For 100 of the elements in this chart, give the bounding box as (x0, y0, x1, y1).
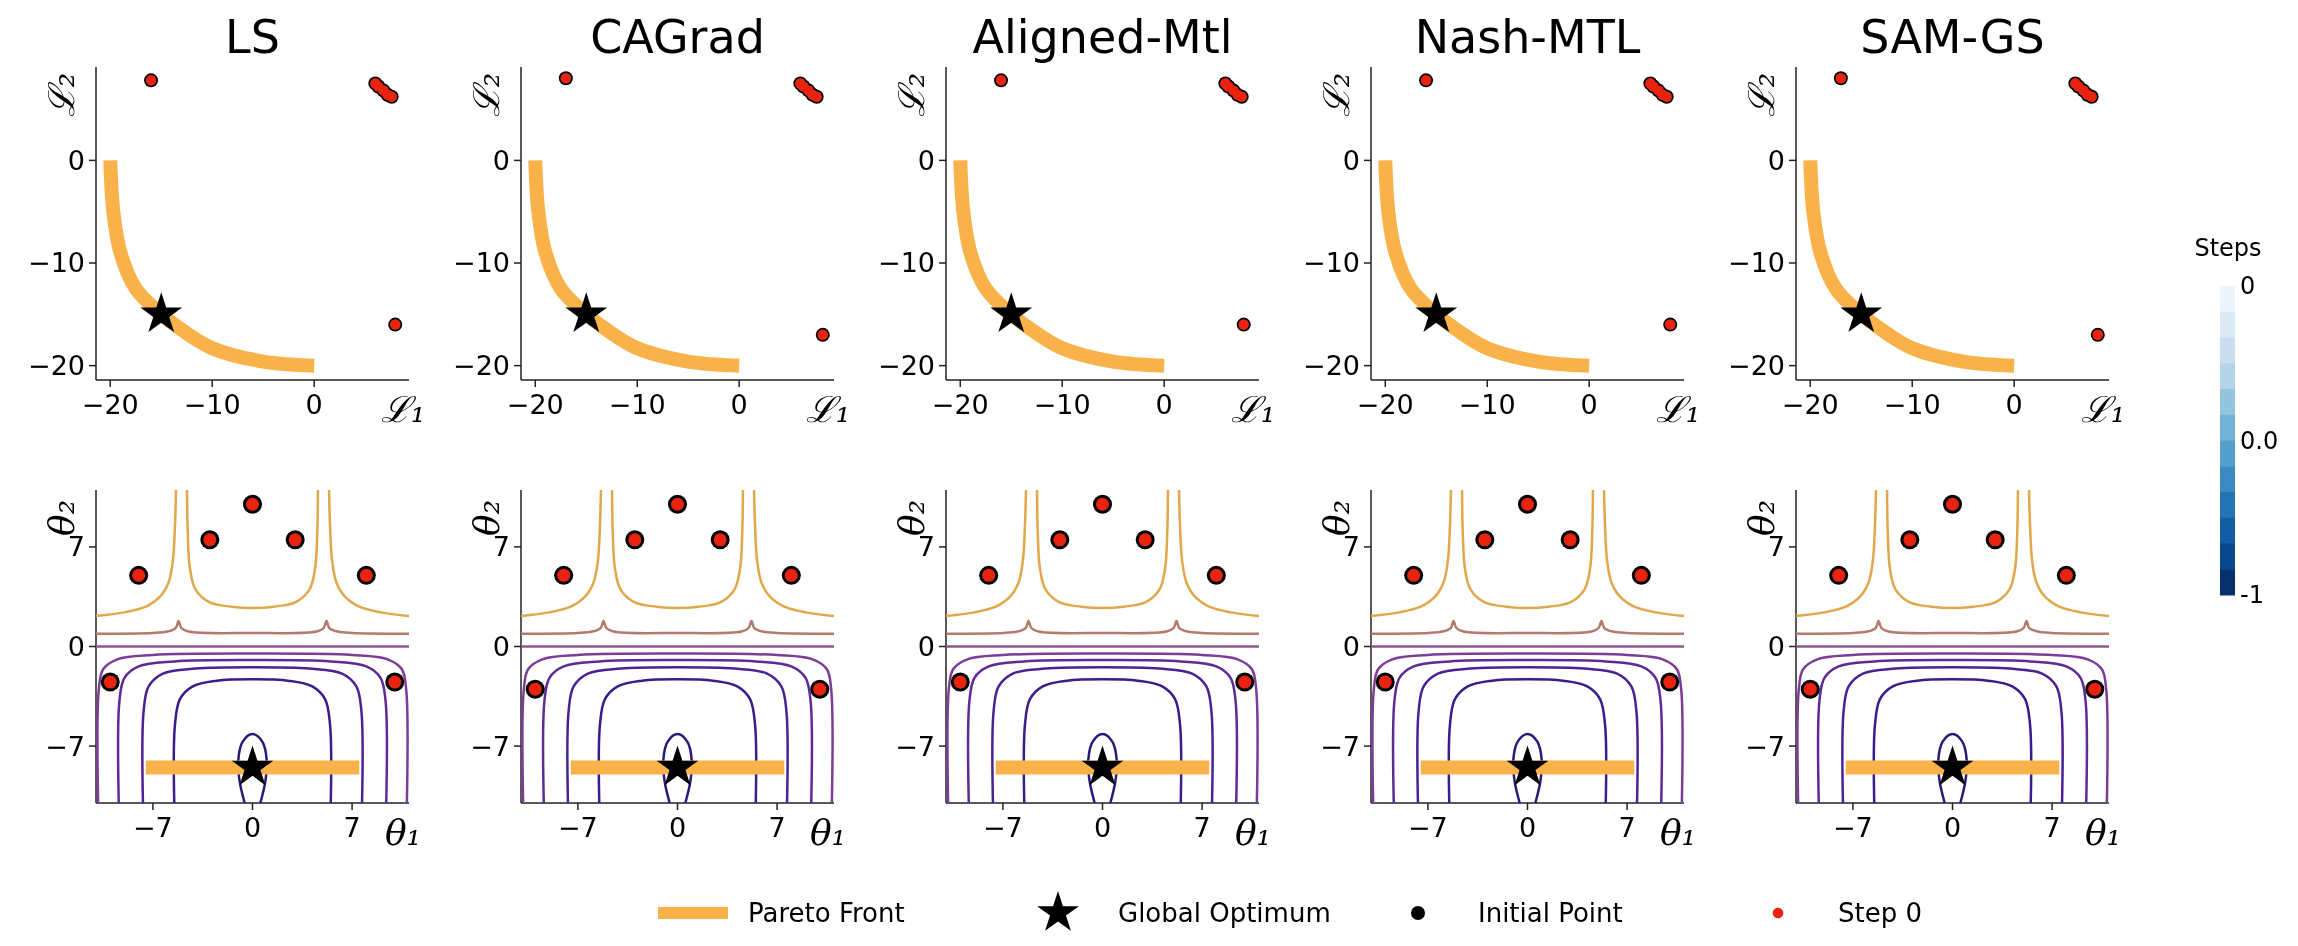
text: Steps (2194, 234, 2262, 262)
point (656, 745, 699, 786)
x-tick-label: −7 (558, 812, 598, 843)
x-tick-label: 0 (2005, 389, 2023, 420)
y-tick-label: −7 (895, 730, 935, 762)
y-tick-label: −7 (1745, 730, 1785, 762)
chart-title: CAGrad (590, 10, 765, 64)
x-tick-label: −7 (1408, 812, 1448, 843)
legend-label: Global Optimum (1118, 898, 1331, 929)
x-axis-title: ℒ₁ (2080, 389, 2126, 430)
x-axis-title: θ₁ (2084, 812, 2122, 853)
x-axis-title: θ₁ (1659, 812, 1697, 853)
line-series (96, 619, 411, 635)
point (231, 745, 274, 786)
line-series (2027, 488, 2111, 618)
y-tick-label: 0 (67, 630, 85, 662)
x-axis-title: θ₁ (809, 812, 847, 853)
y-tick-label: −10 (28, 247, 85, 279)
point (990, 292, 1033, 333)
text: 0.0 (2240, 426, 2279, 455)
y-tick-label: 0 (1342, 630, 1360, 662)
y-axis-title: ℒ₂ (466, 72, 507, 118)
line-series (1885, 488, 2020, 610)
x-tick-label: 0 (1518, 812, 1537, 843)
x-tick-label: −7 (983, 812, 1023, 843)
line-series (1371, 488, 1453, 618)
x-tick-label: 0 (730, 389, 748, 420)
line-series (521, 488, 603, 618)
y-tick-label: −10 (1303, 247, 1360, 279)
point (1415, 292, 1458, 333)
x-axis-title: θ₁ (1234, 812, 1272, 853)
line-series (1022, 677, 1183, 803)
x-tick-label: 0 (668, 812, 687, 843)
y-axis-title: ℒ₂ (1741, 72, 1782, 118)
y-tick-label: 0 (1767, 144, 1785, 176)
y-tick-label: −20 (28, 350, 85, 382)
y-tick-label: 0 (492, 144, 510, 176)
x-tick-label: 7 (1193, 812, 1211, 843)
line-series (185, 488, 320, 610)
line-series (1796, 488, 1878, 618)
text: 0 (2240, 272, 2256, 301)
x-tick-label: 0 (1943, 812, 1962, 843)
point (1081, 745, 1124, 786)
line-series (1391, 658, 1664, 803)
line-series (141, 665, 364, 803)
y-tick-label: 0 (917, 630, 935, 662)
line-series (1602, 488, 1686, 618)
x-tick-label: −10 (608, 389, 666, 420)
y-tick-label: −20 (878, 350, 935, 382)
y-tick-label: −20 (453, 350, 510, 382)
y-tick-label: −20 (1728, 350, 1785, 382)
chart-title: LS (225, 10, 280, 64)
x-tick-label: −10 (1883, 389, 1941, 420)
x-tick-label: 0 (243, 812, 262, 843)
line-series (1872, 677, 2033, 803)
chart-title: Nash-MTL (1414, 10, 1641, 64)
y-tick-label: 0 (1767, 630, 1785, 662)
line-series (1841, 665, 2064, 803)
x-tick-label: 0 (1155, 389, 1173, 420)
line-series (946, 619, 1261, 635)
y-tick-label: −7 (470, 730, 510, 762)
point (140, 292, 183, 333)
y-tick-label: 0 (492, 630, 510, 662)
y-axis-title: ℒ₂ (891, 72, 932, 118)
line-series (1796, 619, 2111, 635)
y-tick-label: −20 (1303, 350, 1360, 382)
x-axis-title: ℒ₁ (380, 389, 426, 430)
line-series (946, 488, 1028, 618)
x-axis-title: ℒ₁ (1655, 389, 1701, 430)
text: -1 (2240, 581, 2264, 610)
legend-label: Pareto Front (748, 898, 905, 929)
line-series (597, 677, 758, 803)
legend-label: Initial Point (1478, 898, 1623, 929)
x-tick-label: 0 (1093, 812, 1112, 843)
y-tick-label: −10 (1728, 247, 1785, 279)
line-series (566, 665, 789, 803)
line-series (327, 488, 411, 618)
x-tick-label: −7 (1833, 812, 1873, 843)
line-series (1416, 665, 1639, 803)
y-tick-label: −7 (45, 730, 85, 762)
x-axis-title: θ₁ (384, 812, 422, 853)
line-series (752, 488, 836, 618)
x-tick-label: −10 (183, 389, 241, 420)
line-series (172, 677, 333, 803)
line-series (116, 658, 389, 803)
line-series (991, 665, 1214, 803)
line-series (1447, 677, 1608, 803)
x-tick-label: 7 (768, 812, 786, 843)
x-tick-label: −10 (1458, 389, 1516, 420)
x-tick-label: 0 (305, 389, 323, 420)
x-tick-label: 7 (1618, 812, 1636, 843)
line-series (1177, 488, 1261, 618)
x-tick-label: −7 (133, 812, 173, 843)
x-tick-label: 7 (343, 812, 361, 843)
y-tick-label: 0 (67, 144, 85, 176)
y-tick-label: 0 (1342, 144, 1360, 176)
line-series (96, 488, 178, 618)
legend-label: Step 0 (1838, 898, 1923, 929)
chart-title: Aligned-Mtl (972, 10, 1233, 64)
x-tick-label: 7 (2043, 812, 2061, 843)
